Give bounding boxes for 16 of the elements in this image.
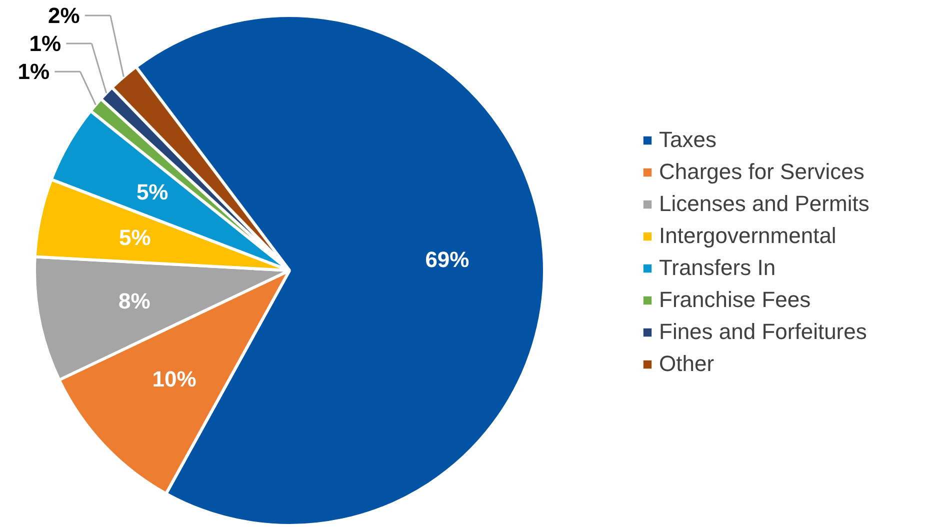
data-label: 69% xyxy=(425,246,470,272)
legend-label: Transfers In xyxy=(659,255,776,281)
legend-label: Other xyxy=(659,351,714,377)
legend-label: Taxes xyxy=(659,127,716,153)
data-label: 5% xyxy=(118,225,151,250)
legend-label: Fines and Forfeitures xyxy=(659,319,867,345)
legend-label: Charges for Services xyxy=(659,159,864,185)
data-label: 1% xyxy=(18,59,50,84)
data-label: 10% xyxy=(152,366,196,392)
data-label: 8% xyxy=(118,288,150,314)
data-label: 2% xyxy=(48,3,80,28)
legend-label: Franchise Fees xyxy=(659,287,811,313)
data-label: 5% xyxy=(136,179,168,204)
data-label: 1% xyxy=(29,31,62,56)
legend-label: Licenses and Permits xyxy=(659,191,870,217)
legend-label: Intergovernmental xyxy=(659,223,836,249)
